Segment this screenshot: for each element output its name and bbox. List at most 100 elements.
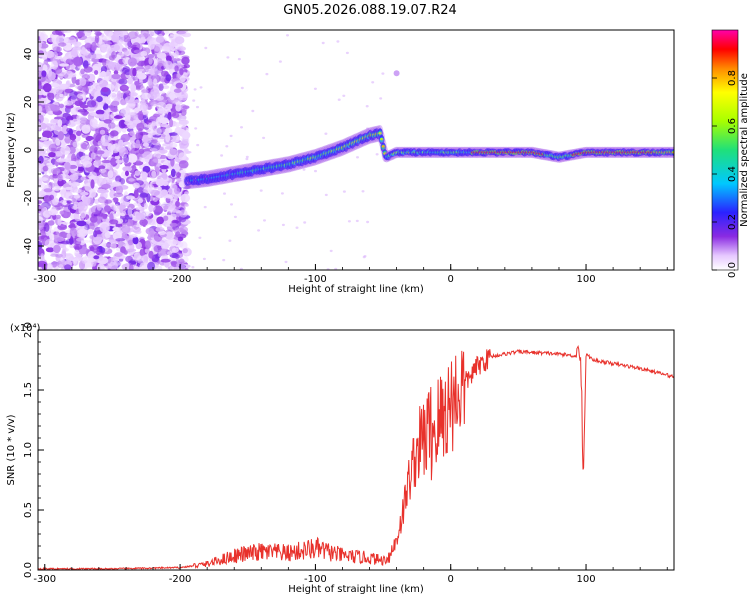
spectrogram-noise-blob <box>90 58 100 63</box>
spectrogram-noise-blob <box>38 98 45 104</box>
spectrogram-y-axis: -40 -20 0 20 40 <box>23 29 44 271</box>
spectrogram-noise-blob <box>39 137 49 141</box>
spectrogram-noise-blob <box>52 186 61 191</box>
x-tick-label: -300 <box>33 574 56 585</box>
spectrogram-isolated-blob <box>393 70 400 77</box>
spectrogram-noise-blob <box>93 255 100 260</box>
snr-plot-area <box>38 344 674 570</box>
spectrogram-noise-blob <box>150 88 159 95</box>
spectrogram-noise-blob <box>175 172 182 178</box>
spectrogram-noise-blob <box>42 165 49 172</box>
spectrogram-noise-blob <box>128 178 135 182</box>
spectrogram-noise-blob <box>42 64 48 73</box>
spectrogram-noise-blob <box>110 157 119 167</box>
spectrogram-noise-blob <box>178 152 187 161</box>
spectrogram-noise-blob <box>72 258 80 266</box>
spectrogram-speck <box>286 34 289 37</box>
spectrogram-noise-blob <box>151 205 156 211</box>
spectrogram-noise-blob <box>84 43 93 50</box>
spectrogram-noise-blob <box>52 197 59 206</box>
spectrogram-noise-blob <box>129 130 135 137</box>
spectrogram-noise-blob <box>170 40 175 50</box>
spectrogram-noise-blob <box>175 178 183 184</box>
spectrogram-noise-blob <box>148 128 157 136</box>
spectrogram-noise-blob <box>136 187 145 193</box>
spectrogram-noise-blob <box>178 160 189 169</box>
spectrogram-noise-blob <box>51 261 58 268</box>
spectrogram-speck <box>245 157 249 161</box>
spectrogram-noise-blob <box>77 201 86 211</box>
spectrogram-noise-blob <box>135 206 142 211</box>
spectrogram-noise-blob <box>149 148 158 152</box>
spectrogram-noise-blob <box>88 52 97 60</box>
spectrogram-noise-blob <box>148 250 154 259</box>
spectrogram-noise-blob <box>69 72 77 78</box>
spectrogram-noise-blob <box>157 265 163 270</box>
spectrogram-noise-blob <box>112 107 118 112</box>
spectrogram-noise-blob <box>121 225 131 234</box>
spectrogram-noise-blob <box>45 50 55 59</box>
spectrogram-noise-blob <box>142 134 149 143</box>
spectrogram-noise-blob <box>62 200 68 206</box>
spectrogram-noise-blob <box>162 85 170 89</box>
spectrogram-noise-blob <box>73 56 83 67</box>
spectrogram-noise-blob <box>76 163 83 167</box>
snr-panel: -300 -200 -100 0 100 0.00.51.01.52.0 Height … <box>6 322 675 595</box>
spectrogram-noise-blob <box>147 78 153 86</box>
spectrogram-noise-blob <box>170 157 175 167</box>
spectrogram-noise-blob <box>91 41 97 52</box>
spectrogram-noise-blob <box>118 119 127 129</box>
spectrogram-noise-blob <box>157 186 162 191</box>
spectrogram-noise-blob <box>47 220 55 226</box>
spectrogram-noise-blob <box>60 145 71 155</box>
spectrogram-noise-blob <box>104 231 111 239</box>
spectrogram-noise-blob <box>43 222 50 232</box>
y-tick-label: 40 <box>23 48 34 61</box>
spectrogram-noise-blob <box>73 188 82 194</box>
spectrogram-noise-blob <box>52 46 62 53</box>
x-tick-label: -300 <box>33 274 56 285</box>
spectrogram-noise-blob <box>62 125 69 135</box>
spectrogram-noise-blob <box>99 168 107 173</box>
spectrogram-noise-blob <box>136 60 147 67</box>
spectrogram-noise-blob <box>182 105 190 109</box>
spectrogram-noise-blob <box>38 220 44 231</box>
spectrogram-noise-blob <box>158 149 168 154</box>
spectrogram-noise-blob <box>97 212 104 217</box>
spectrogram-noise-blob <box>39 122 47 130</box>
spectrogram-noise-blob <box>65 238 75 245</box>
spectrogram-noise-blob <box>169 222 178 227</box>
spectrogram-noise-blob <box>134 99 140 104</box>
spectrogram-noise-blob <box>154 30 162 35</box>
spectrogram-noise-blob <box>164 231 175 241</box>
spectrogram-noise-blob <box>155 36 165 43</box>
spectrogram-noise-blob <box>159 184 171 191</box>
spectrogram-noise-blob <box>182 248 188 254</box>
spectrogram-speck <box>347 220 351 223</box>
spectrogram-noise-blob <box>164 127 173 134</box>
spectrogram-noise-blob <box>112 226 120 232</box>
spectrogram-noise-blob <box>174 65 179 72</box>
spectrogram-noise-blob <box>113 192 124 198</box>
spectrogram-noise-blob <box>94 34 100 44</box>
spectrogram-noise-blob <box>107 170 114 179</box>
spectrogram-noise-blob <box>100 65 108 73</box>
spectrogram-plot-area <box>38 30 674 270</box>
spectrogram-noise-blob <box>68 161 77 165</box>
spectrogram-noise-blob <box>139 192 148 198</box>
spectrogram-noise-blob <box>38 114 44 124</box>
spectrogram-noise-blob <box>127 57 137 67</box>
spectrogram-noise-blob <box>77 46 86 52</box>
spectrogram-noise-blob <box>144 240 151 250</box>
spectrogram-noise-blob <box>50 206 57 214</box>
y-tick-label: 20 <box>23 96 34 109</box>
y-tick-label: 0.5 <box>23 502 34 518</box>
snr-x-axis: -300 -200 -100 0 100 <box>33 564 668 585</box>
x-tick-label: 100 <box>576 274 595 285</box>
spectrogram-noise-blob <box>93 236 104 241</box>
spectrogram-noise-blob <box>177 46 187 52</box>
spectrogram-noise-blob <box>92 123 101 129</box>
spectrogram-noise-blob <box>114 251 124 257</box>
spectrogram-speck <box>329 249 333 253</box>
